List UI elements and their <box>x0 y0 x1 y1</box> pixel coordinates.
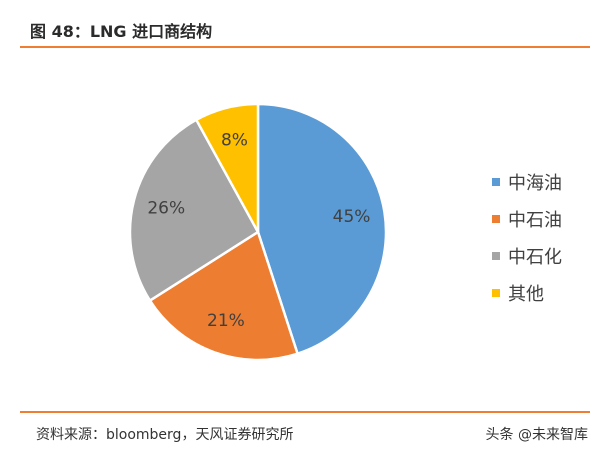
legend-item-petrochina: 中石油 <box>492 200 562 237</box>
title-divider <box>20 46 590 48</box>
legend-item-cnooc: 中海油 <box>492 163 562 200</box>
page-title: 图 48：LNG 进口商结构 <box>30 22 213 41</box>
pie-label-other: 8% <box>221 130 248 150</box>
footer-divider <box>20 411 590 413</box>
chart-legend: 中海油 中石油 中石化 其他 <box>492 163 562 311</box>
pie-label-cnooc: 45% <box>333 207 371 227</box>
pie-slice-cnooc <box>256 102 388 355</box>
legend-swatch-other <box>492 288 500 297</box>
pie-label-petrochina: 21% <box>207 311 245 331</box>
legend-swatch-petrochina <box>492 214 500 223</box>
legend-item-sinopec: 中石化 <box>492 237 562 274</box>
watermark: 头条 @未来智库 <box>485 427 588 443</box>
legend-swatch-sinopec <box>492 251 500 260</box>
legend-item-other: 其他 <box>492 274 562 311</box>
source-note: 资料来源：bloomberg，天风证券研究所 <box>36 427 294 443</box>
pie-label-sinopec: 26% <box>147 198 185 218</box>
legend-label-petrochina: 中石油 <box>508 209 562 231</box>
legend-label-sinopec: 中石化 <box>508 246 562 268</box>
legend-label-cnooc: 中海油 <box>508 172 562 194</box>
pie-slice-petrochina <box>148 230 299 362</box>
pie-slice-other <box>195 102 260 234</box>
legend-swatch-cnooc <box>492 177 500 186</box>
pie-slice-sinopec <box>128 118 260 302</box>
legend-label-other: 其他 <box>508 283 544 305</box>
